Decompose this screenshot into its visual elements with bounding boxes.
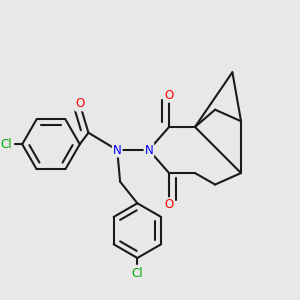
Text: N: N <box>145 143 153 157</box>
Text: Cl: Cl <box>1 138 12 151</box>
Text: O: O <box>164 198 174 211</box>
Text: O: O <box>75 98 84 110</box>
Text: N: N <box>113 143 122 157</box>
Text: O: O <box>164 89 174 102</box>
Text: Cl: Cl <box>132 267 143 280</box>
